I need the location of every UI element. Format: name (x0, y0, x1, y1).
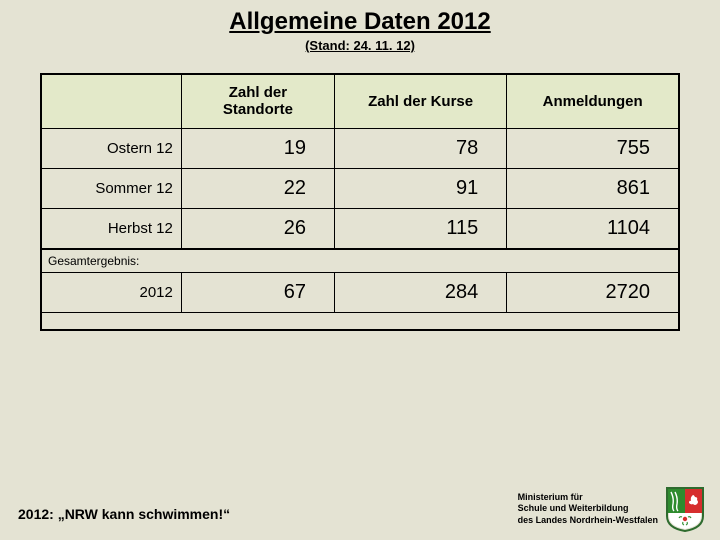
row-label: Ostern 12 (41, 128, 181, 168)
header-standorte: Zahl der Standorte (181, 74, 334, 128)
table-header-row: Zahl der Standorte Zahl der Kurse Anmeld… (41, 74, 679, 128)
table-spacer (41, 312, 679, 330)
ministry-line2: Schule und Weiterbildung (518, 503, 658, 514)
row-label: Herbst 12 (41, 208, 181, 249)
footer-slogan: 2012: „NRW kann schwimmen!“ (18, 506, 230, 522)
section-label: Gesamtergebnis: (41, 249, 679, 273)
header-blank (41, 74, 181, 128)
data-table: Zahl der Standorte Zahl der Kurse Anmeld… (40, 73, 680, 331)
cell-value: 755 (507, 128, 679, 168)
section-row: Gesamtergebnis: (41, 249, 679, 273)
row-label: Sommer 12 (41, 168, 181, 208)
cell-value: 115 (334, 208, 506, 249)
cell-value: 22 (181, 168, 334, 208)
total-label: 2012 (41, 272, 181, 312)
cell-value: 19 (181, 128, 334, 168)
table-row: Ostern 12 19 78 755 (41, 128, 679, 168)
page-title: Allgemeine Daten 2012 (0, 0, 720, 36)
table-row: Herbst 12 26 115 1104 (41, 208, 679, 249)
total-value: 67 (181, 272, 334, 312)
total-value: 2720 (507, 272, 679, 312)
cell-value: 1104 (507, 208, 679, 249)
cell-value: 78 (334, 128, 506, 168)
ministry-line3: des Landes Nordrhein-Westfalen (518, 515, 658, 526)
header-anmeldungen: Anmeldungen (507, 74, 679, 128)
cell-value: 91 (334, 168, 506, 208)
total-value: 284 (334, 272, 506, 312)
total-row: 2012 67 284 2720 (41, 272, 679, 312)
page-subtitle: (Stand: 24. 11. 12) (0, 38, 720, 53)
nrw-coat-of-arms-icon (664, 486, 706, 532)
ministry-line1: Ministerium für (518, 492, 658, 503)
ministry-text: Ministerium für Schule und Weiterbildung… (518, 492, 658, 526)
cell-value: 861 (507, 168, 679, 208)
table-row: Sommer 12 22 91 861 (41, 168, 679, 208)
footer-ministry: Ministerium für Schule und Weiterbildung… (518, 486, 706, 532)
cell-value: 26 (181, 208, 334, 249)
data-table-container: Zahl der Standorte Zahl der Kurse Anmeld… (40, 73, 680, 331)
header-kurse: Zahl der Kurse (334, 74, 506, 128)
